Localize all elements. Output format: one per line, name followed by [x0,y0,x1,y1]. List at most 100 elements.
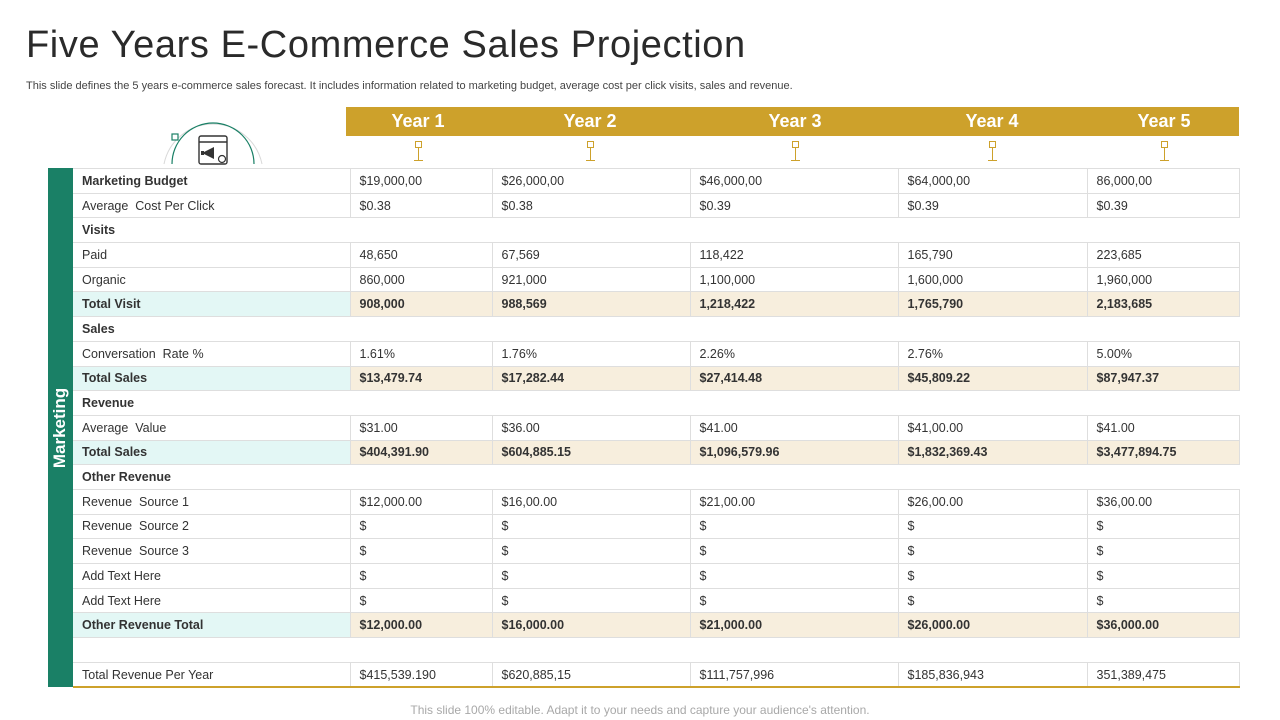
cell-year-3: 1,218,422 [689,291,899,318]
row-label: Revenue Source 2 [73,513,351,540]
cell-year-5: $3,477,894.75 [1086,439,1240,466]
cell-year-1: $19,000,00 [349,168,493,194]
cell-year-4: $26,00.00 [897,488,1088,515]
footer-note: This slide 100% editable. Adapt it to yo… [410,703,870,717]
cell-year-4: $45,809.22 [897,365,1088,392]
cell-year-3 [690,316,898,342]
cell-year-2: $620,885,15 [491,661,691,689]
year-2-label: Year 2 [563,111,617,131]
cell-year-4: 1,600,000 [897,266,1088,293]
year-5-label: Year 5 [1137,111,1191,131]
row-label: Paid [73,242,351,268]
cell-year-5: 86,000,00 [1086,168,1240,194]
cell-year-2: $26,000,00 [491,168,691,194]
cell-year-1 [350,217,492,244]
table-row: Average Cost Per Click $0.38 $0.38 $0.39 $0.… [73,192,1240,219]
table-row: Organic 860,000 921,000 1,100,000 1,600,000 1… [73,266,1240,293]
cell-year-2: 988,569 [491,291,691,318]
row-label: Add Text Here [73,563,351,589]
cell-year-5: $87,947.37 [1086,365,1240,392]
cell-year-5 [1087,316,1239,342]
cell-year-2 [492,464,690,490]
table-row: Sales [73,316,1239,342]
cell-year-5: $ [1086,538,1240,564]
cell-year-5: 351,389,475 [1086,661,1240,689]
cell-year-2 [492,217,690,244]
cell-year-4 [898,637,1087,663]
table-row: Add Text Here $ $ $ $ $ [73,563,1240,589]
year-4-label: Year 4 [965,111,1019,131]
cell-year-1: $13,479.74 [349,365,493,392]
cell-year-4: $ [897,538,1088,564]
cell-year-1: $415,539.190 [349,661,493,689]
cell-year-1: $ [349,513,493,540]
cell-year-2 [492,637,690,663]
row-label: Total Revenue Per Year [73,661,351,689]
table-row: Average Value $31.00 $36.00 $41.00 $41,00.00… [73,414,1240,441]
year-1-pin [414,141,423,161]
cell-year-3 [690,464,898,490]
cell-year-5: 1,960,000 [1086,266,1240,293]
row-label: Revenue Source 1 [73,488,351,515]
cell-year-2: $0.38 [491,192,691,219]
table-row: Conversation Rate % 1.61% 1.76% 2.26% 2.76% 5… [73,340,1240,367]
cell-year-2 [492,316,690,342]
cell-year-2: $604,885.15 [491,439,691,466]
year-header-bar: Year 1 Year 2 Year 3 Year 4 Year 5 [346,107,1239,136]
cell-year-1: 860,000 [349,266,493,293]
table-row: Revenue Source 3 $ $ $ $ $ [73,538,1240,564]
row-label: Add Text Here [73,587,351,614]
year-5-pin [1160,141,1169,161]
cell-year-1: $0.38 [349,192,493,219]
cell-year-3: $ [689,563,899,589]
cell-year-5 [1087,464,1239,490]
cell-year-1 [350,637,492,663]
cell-year-1: $31.00 [349,414,493,441]
cell-year-2: $ [491,513,691,540]
year-3-pin [791,141,800,161]
cell-year-4: $185,836,943 [897,661,1088,689]
megaphone-monitor-icon [158,106,268,173]
table-row [73,637,1239,663]
cell-year-5: $ [1086,513,1240,540]
row-label: Total Sales [73,439,351,466]
year-1-label: Year 1 [391,111,445,131]
cell-year-3: $27,414.48 [689,365,899,392]
cell-year-1: $404,391.90 [349,439,493,466]
cell-year-2: $ [491,563,691,589]
row-label: Other Revenue [73,464,350,490]
row-label: Total Sales [73,365,351,392]
cell-year-4: 1,765,790 [897,291,1088,318]
cell-year-4: $41,00.00 [897,414,1088,441]
cell-year-2: $ [491,587,691,614]
cell-year-5: $41.00 [1086,414,1240,441]
cell-year-3 [690,390,898,416]
row-label: Sales [73,316,350,342]
cell-year-5: 5.00% [1086,340,1240,367]
cell-year-3: $ [689,587,899,614]
cell-year-2: 1.76% [491,340,691,367]
table-row: Paid 48,650 67,569 118,422 165,790 223,685 [73,242,1240,268]
cell-year-1: 48,650 [349,242,493,268]
cell-year-1: 908,000 [349,291,493,318]
cell-year-5: $0.39 [1086,192,1240,219]
cell-year-3: $41.00 [689,414,899,441]
cell-year-5: $36,000.00 [1086,612,1240,639]
cell-year-1: $ [349,587,493,614]
table-row: Total Sales $13,479.74 $17,282.44 $27,414.4… [73,365,1240,392]
cell-year-3: $111,757,996 [689,661,899,689]
cell-year-1: 1.61% [349,340,493,367]
cell-year-2: 921,000 [491,266,691,293]
cell-year-2: $36.00 [491,414,691,441]
marketing-side-label: Marketing [50,387,69,469]
cell-year-4: $0.39 [897,192,1088,219]
cell-year-1 [350,464,492,490]
cell-year-5: $ [1086,587,1240,614]
cell-year-1: $ [349,538,493,564]
row-label: Organic [73,266,351,293]
cell-year-5 [1087,637,1239,663]
row-label: Conversation Rate % [73,340,351,367]
cell-year-1: $12,000.00 [349,612,493,639]
row-label: Other Revenue Total [73,612,351,639]
year-3-label: Year 3 [768,111,822,131]
